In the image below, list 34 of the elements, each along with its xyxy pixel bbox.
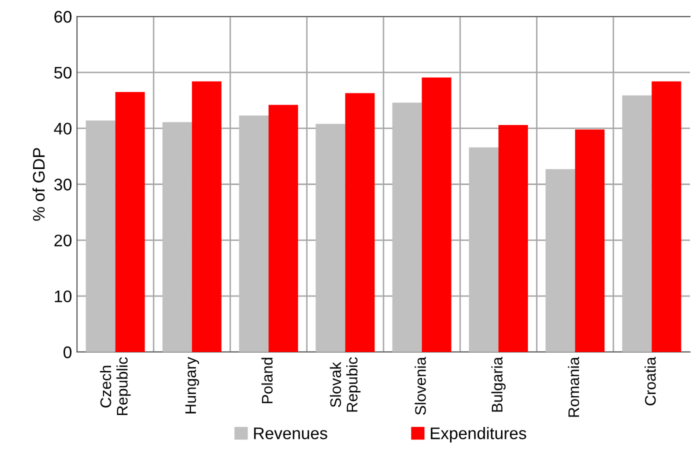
x-tick-label: Romania <box>568 356 580 417</box>
bar <box>546 169 576 352</box>
legend-label: Expenditures <box>430 426 526 443</box>
bar <box>498 124 528 352</box>
bar <box>86 120 116 352</box>
bar <box>345 93 375 352</box>
legend-label: Revenues <box>254 428 328 440</box>
bar <box>622 95 652 352</box>
y-tick-label: 0 <box>64 346 72 358</box>
bar <box>392 102 422 352</box>
y-tick-label: 50 <box>54 66 72 79</box>
y-tick-label: 30 <box>54 178 72 190</box>
bar <box>192 81 222 352</box>
x-tick-label: Slovak Repubic <box>330 357 361 412</box>
y-axis-title: % of GDP <box>32 148 45 221</box>
bar <box>268 104 298 352</box>
y-tick-label: 60 <box>54 10 72 23</box>
x-tick-label: Slovenia <box>414 356 426 415</box>
bar <box>575 129 605 352</box>
x-tick-label: Croatia <box>644 356 656 406</box>
y-tick-label: 40 <box>54 122 72 135</box>
x-tick-label: Poland <box>261 358 273 404</box>
bar <box>422 77 452 352</box>
y-tick-label: 10 <box>54 290 72 302</box>
x-tick-label: Hungary <box>185 356 200 414</box>
bar <box>316 124 346 352</box>
bar <box>115 92 145 352</box>
bar <box>162 122 192 352</box>
bar <box>468 147 498 352</box>
bar <box>652 81 682 352</box>
y-tick-label: 20 <box>54 234 72 246</box>
x-tick-label: Czech Republic <box>100 357 131 416</box>
bar <box>239 115 269 352</box>
x-tick-label: Bulgaria <box>491 356 506 412</box>
